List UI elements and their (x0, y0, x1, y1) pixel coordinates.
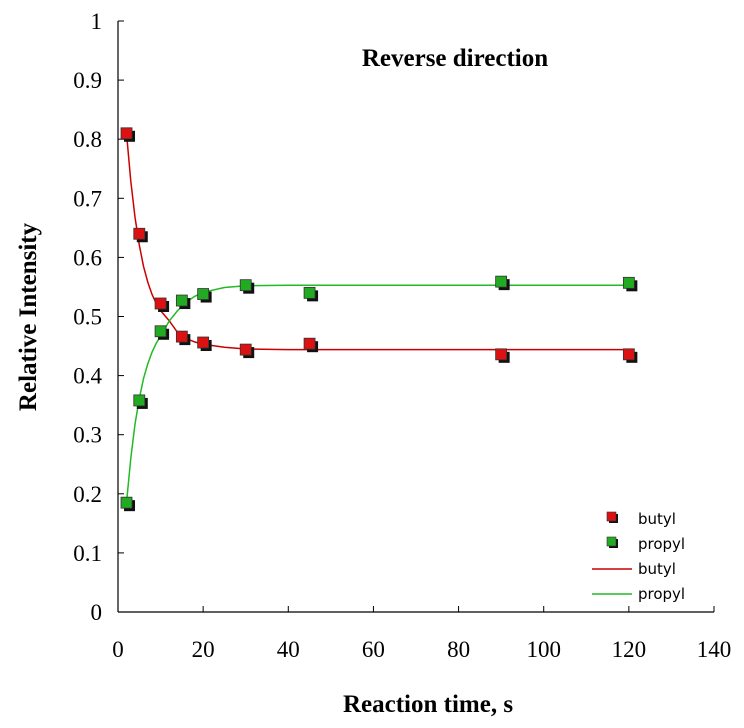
y-tick-label: 1 (91, 9, 103, 34)
y-tick-label: 0 (91, 600, 103, 625)
y-axis-title: Relative Intensity (15, 222, 42, 411)
legend-marker-butyl (606, 511, 617, 522)
chart-title: Reverse direction (362, 45, 548, 72)
marker-propyl (239, 279, 252, 292)
y-tick-label: 0.1 (73, 541, 102, 566)
marker-butyl (197, 336, 210, 349)
marker-butyl (154, 297, 167, 310)
legend-label: propyl (638, 585, 685, 603)
marker-butyl (133, 227, 146, 240)
y-tick-label: 0.8 (73, 127, 102, 152)
y-tick-label: 0.7 (73, 186, 102, 211)
y-tick-label: 0.2 (73, 482, 102, 507)
y-tick-label: 0.3 (73, 423, 102, 448)
marker-butyl (120, 127, 133, 140)
legend-label: butyl (638, 510, 676, 528)
x-tick-label: 20 (192, 637, 215, 662)
legend-marker-propyl (606, 536, 617, 547)
marker-propyl (622, 276, 635, 289)
legend-label: propyl (638, 535, 685, 553)
marker-propyl (154, 325, 167, 338)
marker-butyl (239, 343, 252, 356)
marker-butyl (622, 348, 635, 361)
marker-butyl (175, 330, 188, 343)
y-tick-label: 0.9 (73, 68, 102, 93)
axes: 0 0.1 0.2 0.3 0.4 0.5 0.6 0.7 0.8 0.9 1 0 20 40 60 80 10… (73, 9, 731, 662)
y-tick-label: 0.5 (73, 305, 102, 330)
marker-propyl (175, 294, 188, 307)
marker-propyl (120, 496, 133, 509)
y-tick-label: 0.6 (73, 245, 102, 270)
legend: butyl propyl butyl propyl (592, 510, 685, 603)
x-tick-label: 140 (697, 637, 732, 662)
x-tick-label: 100 (526, 637, 561, 662)
x-tick-label: 60 (362, 637, 385, 662)
marker-butyl (303, 337, 316, 350)
marker-propyl (197, 288, 210, 300)
marker-propyl (495, 275, 508, 288)
x-tick-label: 0 (112, 637, 124, 662)
legend-label: butyl (638, 560, 676, 578)
marker-propyl (133, 394, 146, 407)
data-markers (120, 127, 638, 512)
x-tick-label: 80 (447, 637, 470, 662)
marker-propyl (303, 286, 316, 299)
y-tick-label: 0.4 (73, 364, 102, 389)
marker-butyl (495, 348, 508, 361)
x-tick-label: 40 (277, 637, 300, 662)
x-axis-title: Reaction time, s (343, 691, 513, 718)
x-tick-label: 120 (612, 637, 647, 662)
